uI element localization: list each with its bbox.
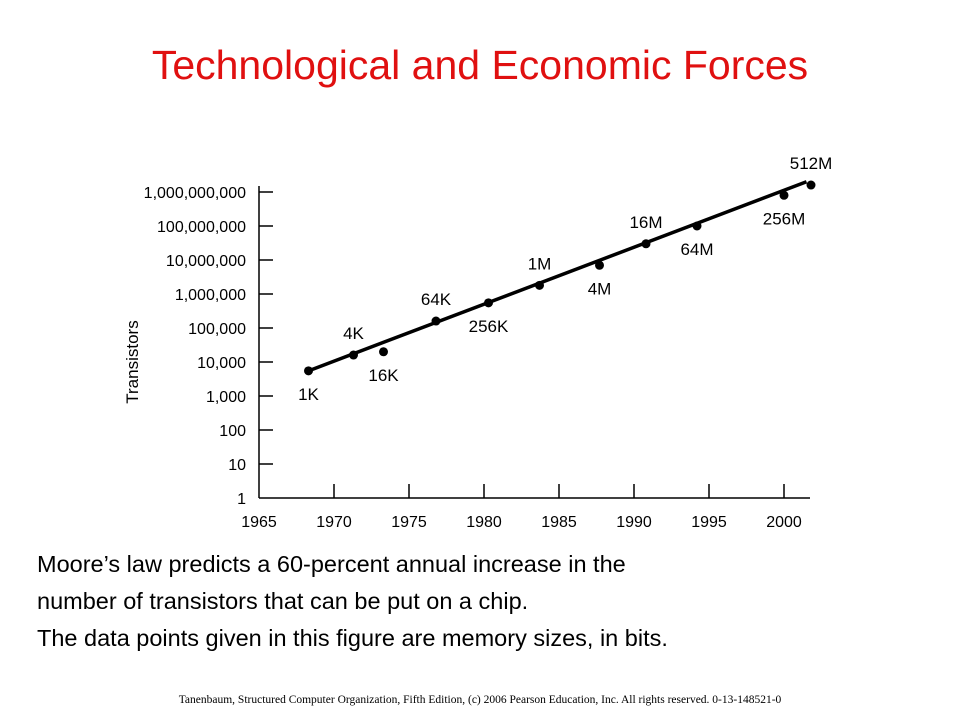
data-point-label: 16M bbox=[629, 213, 662, 232]
y-tick-label: 10 bbox=[228, 457, 246, 474]
data-point bbox=[595, 260, 604, 270]
data-point-label: 1K bbox=[298, 385, 319, 404]
data-point bbox=[349, 350, 358, 360]
x-tick-label: 2000 bbox=[766, 514, 802, 531]
y-tick-label: 1,000,000 bbox=[175, 287, 246, 304]
x-tick-label: 1990 bbox=[616, 514, 652, 531]
y-tick-label: 100,000,000 bbox=[157, 219, 246, 236]
data-point bbox=[304, 366, 313, 376]
data-point-label: 4M bbox=[588, 279, 612, 298]
x-tick-label: 1970 bbox=[316, 514, 352, 531]
caption-text: Moore’s law predicts a 60-percent annual… bbox=[37, 546, 937, 657]
x-tick-label: 1980 bbox=[466, 514, 502, 531]
y-tick-label: 100 bbox=[219, 423, 246, 440]
y-tick-label: 1,000 bbox=[206, 389, 246, 406]
data-point bbox=[379, 347, 388, 357]
y-tick-label: 100,000 bbox=[188, 321, 246, 338]
data-point-label: 512M bbox=[790, 154, 833, 173]
data-point-label: 4K bbox=[343, 324, 364, 343]
data-point-label: 64K bbox=[421, 290, 452, 309]
data-point bbox=[641, 239, 651, 249]
data-point bbox=[779, 190, 789, 200]
y-tick-label: 10,000 bbox=[197, 355, 246, 372]
slide-title: Technological and Economic Forces bbox=[151, 42, 809, 88]
x-tick-label: 1995 bbox=[691, 514, 727, 531]
data-point-label: 16K bbox=[368, 366, 399, 385]
data-point-label: 256K bbox=[469, 317, 509, 336]
data-point-label: 1M bbox=[528, 254, 552, 273]
trend-line bbox=[307, 180, 808, 373]
data-point-label: 256M bbox=[763, 209, 806, 228]
y-tick-label: 10,000,000 bbox=[166, 253, 246, 270]
data-point bbox=[806, 180, 816, 190]
y-tick-label: 1 bbox=[237, 491, 246, 508]
caption-line-1: Moore’s law predicts a 60-percent annual… bbox=[37, 551, 626, 577]
x-tick-label: 1965 bbox=[241, 514, 277, 531]
data-point bbox=[431, 316, 441, 326]
data-point bbox=[535, 280, 544, 290]
y-axis-label: Transistors bbox=[123, 320, 142, 403]
data-point bbox=[484, 298, 493, 308]
data-point bbox=[692, 221, 702, 231]
x-tick-label: 1985 bbox=[541, 514, 577, 531]
caption-line-3: The data points given in this figure are… bbox=[37, 625, 668, 651]
caption-line-2: number of transistors that can be put on… bbox=[37, 588, 529, 614]
copyright-footer: Tanenbaum, Structured Computer Organizat… bbox=[178, 694, 782, 706]
data-point-label: 64M bbox=[680, 240, 713, 259]
y-tick-label: 1,000,000,000 bbox=[144, 185, 246, 202]
x-tick-label: 1975 bbox=[391, 514, 427, 531]
